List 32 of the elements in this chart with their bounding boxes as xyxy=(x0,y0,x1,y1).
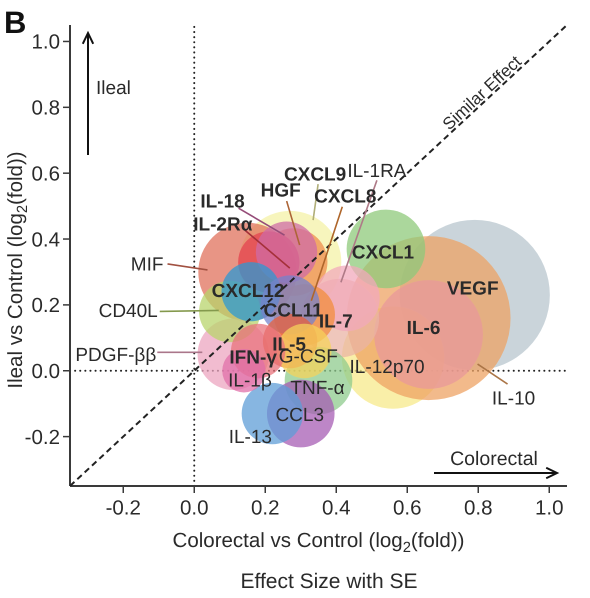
text: PDGF-ββ xyxy=(75,344,156,366)
x-tick-label: -0.2 xyxy=(106,496,141,520)
series-label: IL-18 xyxy=(200,192,245,213)
x-tick-label: 0.8 xyxy=(464,496,492,520)
series-label: IL-12p70 xyxy=(350,357,425,378)
x-tick-label: 0.2 xyxy=(251,496,280,520)
x-tick-label: 0.0 xyxy=(180,496,208,520)
text: IL-1RA xyxy=(347,160,407,182)
series-label: MIF xyxy=(130,254,164,276)
y-tick-label: 1.0 xyxy=(32,30,60,54)
series-label: CXCL1 xyxy=(352,242,415,264)
series-label: IL-10 xyxy=(492,388,536,410)
annotation: Colorectal xyxy=(450,448,538,470)
y-tick-label: 0.4 xyxy=(32,228,60,252)
series-label: CCL3 xyxy=(275,405,324,426)
text: CD40L xyxy=(98,300,158,322)
x-tick-label: 0.6 xyxy=(393,496,422,520)
y-tick-label: 0.6 xyxy=(32,162,60,186)
y-tick-label: 0.2 xyxy=(32,294,60,318)
y-tick-label: 0.0 xyxy=(32,360,60,384)
series-label: VEGF xyxy=(446,278,499,300)
series-label: IL-1β xyxy=(228,370,272,392)
y-tick-label: 0.8 xyxy=(32,96,60,120)
annotation: Ileal xyxy=(96,78,131,98)
series-label: IL-6 xyxy=(406,318,440,340)
x-tick-label: 1.0 xyxy=(535,496,564,520)
series-label: IL-2Rα xyxy=(193,214,253,236)
chart-title: B xyxy=(4,5,26,40)
y-tick-label: -0.2 xyxy=(24,426,60,449)
x-axis-title: Colorectal vs Control (log$_{2}$(fold)) xyxy=(172,528,464,556)
text: Effect Size with SE xyxy=(240,570,418,592)
x-tick-label: 0.4 xyxy=(322,496,350,520)
